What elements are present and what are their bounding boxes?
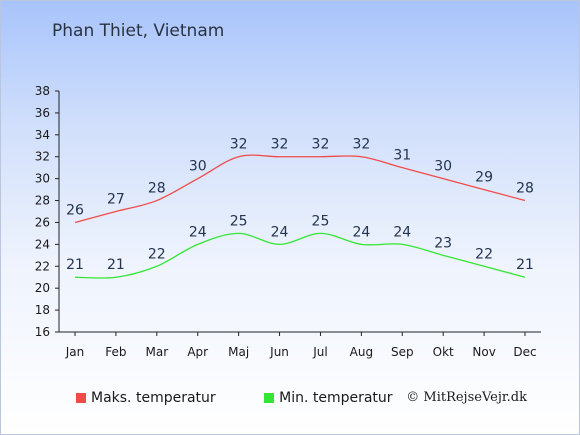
data-label-min: 24	[189, 224, 207, 240]
y-tick-label: 22	[35, 259, 50, 273]
chart-title: Phan Thiet, Vietnam	[52, 21, 225, 41]
legend-swatch-max	[76, 393, 86, 403]
legend-item-min: Min. temperatur	[264, 390, 393, 406]
data-label-max: 29	[475, 170, 493, 186]
legend: Maks. temperatur Min. temperatur	[76, 390, 437, 407]
data-label-max: 32	[230, 137, 248, 153]
data-label-min: 24	[271, 224, 289, 240]
x-tick-label: Nov	[472, 345, 495, 359]
y-tick-label: 36	[35, 106, 50, 120]
x-tick-label: Okt	[433, 345, 454, 359]
legend-swatch-min	[264, 393, 275, 403]
legend-label-min: Min. temperatur	[279, 390, 393, 406]
data-label-min: 22	[475, 246, 493, 262]
x-tick-label: Jul	[312, 345, 327, 359]
y-tick-label: 24	[35, 237, 50, 251]
y-tick-label: 18	[35, 303, 50, 317]
data-label-min: 25	[230, 213, 248, 229]
data-label-min: 21	[66, 257, 84, 273]
data-label-max: 30	[434, 159, 452, 175]
y-tick-label: 26	[35, 215, 50, 229]
y-tick-label: 28	[35, 194, 50, 208]
data-label-min: 21	[107, 257, 125, 273]
x-tick-label: Jan	[65, 345, 85, 359]
data-label-max: 32	[352, 137, 370, 153]
x-tick-label: Aug	[350, 345, 373, 359]
data-label-max: 32	[271, 137, 289, 153]
x-tick-label: Jun	[269, 345, 289, 359]
y-tick-label: 32	[35, 150, 50, 164]
data-label-max: 26	[66, 202, 84, 218]
legend-label-max: Maks. temperatur	[91, 390, 216, 406]
data-label-max: 28	[516, 181, 534, 197]
series-line-max	[74, 154, 526, 224]
x-tick-label: Feb	[105, 345, 126, 359]
y-tick-label: 16	[35, 325, 50, 339]
data-label-min: 25	[312, 213, 330, 229]
y-tick-label: 30	[35, 172, 50, 186]
data-label-min: 23	[434, 235, 452, 251]
data-label-min: 24	[352, 224, 370, 240]
credit-text: © MitRejseVejr.dk	[406, 390, 527, 405]
series-line-min	[74, 232, 526, 279]
x-tick-label: Apr	[187, 345, 208, 359]
data-label-min: 21	[516, 257, 534, 273]
y-tick-label: 38	[35, 84, 50, 98]
data-label-max: 31	[393, 148, 411, 164]
y-tick-label: 20	[35, 281, 50, 295]
x-tick-label: Maj	[228, 345, 249, 359]
data-label-max: 30	[189, 159, 207, 175]
x-tick-label: Sep	[391, 345, 414, 359]
data-label-max: 32	[312, 137, 330, 153]
data-label-max: 28	[148, 181, 166, 197]
data-label-min: 24	[393, 224, 411, 240]
legend-item-max: Maks. temperatur	[76, 390, 216, 406]
data-label-max: 27	[107, 192, 125, 208]
x-tick-label: Dec	[513, 345, 536, 359]
x-tick-label: Mar	[145, 345, 168, 359]
y-tick-label: 34	[35, 128, 50, 142]
data-label-min: 22	[148, 246, 166, 262]
